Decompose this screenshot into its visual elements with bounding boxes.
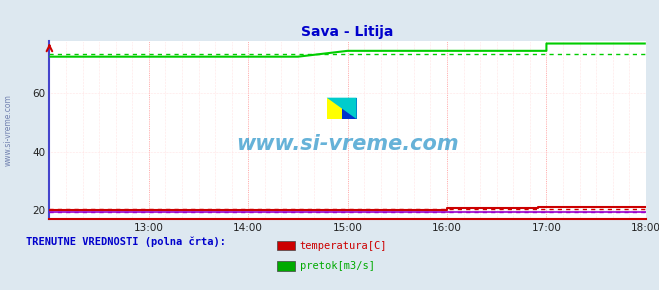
- Text: www.si-vreme.com: www.si-vreme.com: [237, 134, 459, 154]
- Text: pretok[m3/s]: pretok[m3/s]: [300, 261, 375, 271]
- Text: temperatura[C]: temperatura[C]: [300, 241, 387, 251]
- Title: Sava - Litija: Sava - Litija: [301, 26, 394, 39]
- FancyBboxPatch shape: [327, 98, 341, 119]
- Text: TRENUTNE VREDNOSTI (polna črta):: TRENUTNE VREDNOSTI (polna črta):: [26, 236, 226, 247]
- Polygon shape: [327, 98, 357, 119]
- FancyBboxPatch shape: [341, 98, 357, 119]
- Text: www.si-vreme.com: www.si-vreme.com: [3, 95, 13, 166]
